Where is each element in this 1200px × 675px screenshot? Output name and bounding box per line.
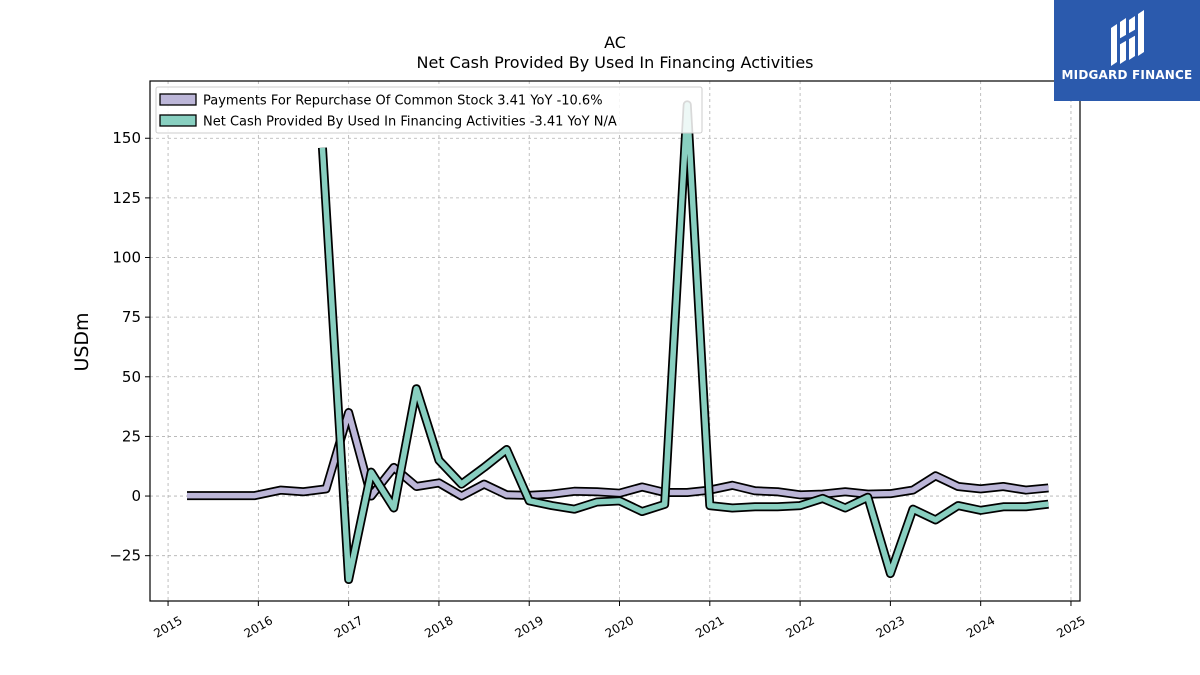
legend-swatch-financing: [159, 114, 197, 127]
series-layer: [187, 100, 1049, 585]
logo-text: MIDGARD FINANCE: [1061, 68, 1193, 82]
legend-label-repurchase: Payments For Repurchase Of Common Stock …: [203, 94, 603, 109]
x-tick-label: 2019: [512, 613, 545, 640]
midgard-finance-logo: MIDGARD FINANCE: [1054, 0, 1200, 101]
x-tick-label: 2021: [693, 613, 726, 640]
y-tick-label: 125: [112, 189, 141, 207]
series-line: [319, 102, 1049, 583]
x-tick-label: 2025: [1054, 613, 1087, 640]
series-0: [187, 408, 1049, 501]
legend: Payments For Repurchase Of Common Stock …: [155, 86, 703, 134]
title-group: AC Net Cash Provided By Used In Financin…: [416, 33, 813, 72]
x-tick-label: 2022: [783, 613, 816, 640]
legend-label-financing: Net Cash Provided By Used In Financing A…: [203, 115, 617, 130]
legend-box: [155, 86, 703, 134]
y-tick-label: 50: [122, 368, 141, 386]
chart-subtitle: Net Cash Provided By Used In Financing A…: [416, 53, 813, 72]
x-tick-label: 2015: [151, 613, 184, 640]
logo-mark-icon: [1111, 10, 1144, 66]
y-tick-label: 150: [112, 129, 141, 147]
x-tick-label: 2016: [242, 613, 275, 640]
plot-frame: [149, 80, 1081, 602]
y-axis: −25 0 25 50 75 100 125 150: [109, 129, 150, 565]
x-tick-label: 2023: [874, 613, 907, 640]
x-tick-label: 2017: [332, 613, 365, 640]
x-tick-label: 2018: [422, 613, 455, 640]
y-tick-label: 100: [112, 249, 141, 267]
chart-title: AC: [604, 33, 626, 52]
x-tick-label: 2024: [964, 613, 997, 640]
y-tick-label: −25: [109, 547, 141, 565]
x-axis: 2015 2016 2017 2018 2019 2020 2021 2022 2023 2024…: [151, 601, 1088, 641]
legend-swatch-repurchase: [159, 93, 197, 106]
y-tick-label: 75: [122, 308, 141, 326]
grid: [150, 81, 1080, 601]
x-tick-label: 2020: [603, 613, 636, 640]
series-1: [317, 100, 1049, 585]
y-axis-label: USDm: [71, 312, 93, 371]
y-tick-label: 25: [122, 427, 141, 445]
y-tick-label: 0: [131, 487, 141, 505]
series-line: [187, 409, 1049, 499]
